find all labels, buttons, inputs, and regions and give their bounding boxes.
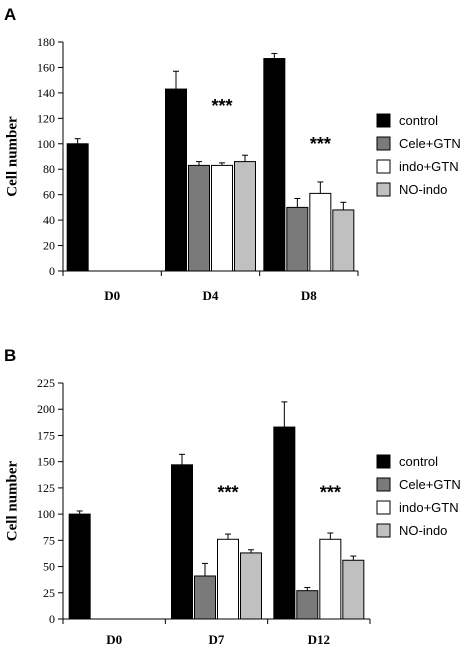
y-tick-label: 125 [37, 481, 55, 495]
y-tick-label: 175 [37, 428, 55, 442]
panel-b-label: B [4, 346, 16, 365]
y-tick-label: 200 [37, 402, 55, 416]
y-tick-label: 180 [37, 35, 55, 49]
panel-b: B Cell number 0 25 50 75 100 125 150 175 200 225 D0… [4, 346, 461, 647]
y-tick-label: 20 [43, 239, 55, 253]
bar [66, 143, 89, 272]
y-tick-label: 160 [37, 60, 55, 74]
significance-annotation: *** [217, 482, 238, 502]
legend-label: NO-indo [399, 182, 447, 197]
bar [273, 426, 296, 620]
legend-label: control [399, 113, 438, 128]
y-tick-label: 140 [37, 86, 55, 100]
y-tick-label: 60 [43, 188, 55, 202]
legend-label: control [399, 454, 438, 469]
legend-label: indo+GTN [399, 159, 459, 174]
category-label: D8 [301, 288, 317, 303]
bar [309, 192, 332, 272]
y-tick-label: 50 [43, 560, 55, 574]
panel-a-label: A [4, 5, 16, 24]
bar [342, 559, 365, 620]
y-tick-label: 80 [43, 162, 55, 176]
bar [296, 590, 319, 620]
bar [234, 161, 256, 272]
legend-swatch [376, 454, 391, 469]
legend-swatch [376, 113, 391, 128]
bar [188, 164, 210, 272]
bar [68, 513, 91, 620]
legend-label: indo+GTN [399, 500, 459, 515]
bar [171, 464, 193, 620]
category-label: D7 [209, 632, 225, 647]
significance-annotation: *** [320, 482, 341, 502]
legend-label: Cele+GTN [399, 477, 461, 492]
y-tick-label: 75 [43, 533, 55, 547]
legend-swatch [376, 500, 391, 515]
category-label: D12 [308, 632, 330, 647]
legend-label: NO-indo [399, 523, 447, 538]
bar [240, 552, 262, 620]
y-tick-label: 25 [43, 586, 55, 600]
bar [194, 575, 216, 620]
category-label: D4 [203, 288, 219, 303]
panel-a: A Cell number 0 20 40 60 80 100 120 140 160 180 D0 D… [4, 5, 461, 303]
legend-swatch [376, 159, 391, 174]
legend-swatch [376, 477, 391, 492]
bar [332, 209, 355, 272]
y-tick-label: 100 [37, 507, 55, 521]
bar [211, 164, 233, 272]
bar [263, 58, 286, 272]
legend-swatch [376, 182, 391, 197]
legend-label: Cele+GTN [399, 136, 461, 151]
bar [217, 538, 239, 620]
category-label: D0 [106, 632, 122, 647]
significance-annotation: *** [211, 96, 232, 116]
bar [319, 538, 342, 620]
legend-swatch [376, 523, 391, 538]
significance-annotation: *** [310, 134, 331, 154]
y-tick-label: 0 [49, 612, 55, 626]
y-tick-label: 40 [43, 213, 55, 227]
bar [165, 88, 187, 272]
bar [286, 206, 309, 272]
y-tick-label: 225 [37, 376, 55, 390]
y-axis-label: Cell number [4, 460, 20, 541]
legend-swatch [376, 136, 391, 151]
y-tick-label: 150 [37, 455, 55, 469]
y-tick-label: 120 [37, 111, 55, 125]
category-label: D0 [104, 288, 120, 303]
y-tick-label: 0 [49, 264, 55, 278]
y-tick-label: 100 [37, 137, 55, 151]
y-axis-label: Cell number [4, 116, 20, 197]
